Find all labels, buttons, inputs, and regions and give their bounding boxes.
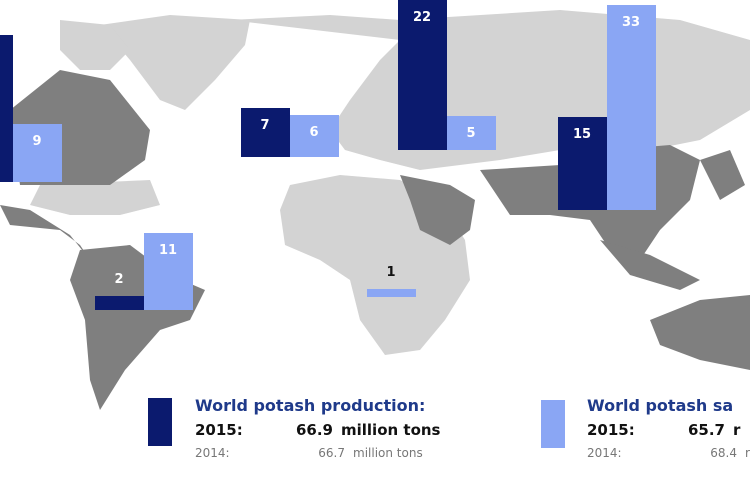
bar-label-sales-north-america: 9 (32, 133, 42, 149)
bar-sales-asia (607, 5, 656, 210)
value: 68.4 (710, 446, 737, 460)
bar-sales-russia (447, 116, 496, 150)
unit: r (733, 421, 741, 439)
bar-label-sales-asia: 33 (621, 15, 641, 31)
unit: million tons (341, 421, 441, 439)
legend-title-sales: World potash sa (587, 396, 734, 415)
bar-sales-south-america (144, 233, 193, 310)
value: 66.9 (295, 421, 333, 439)
bar-label-sales-africa: 1 (386, 265, 396, 280)
unit: r (745, 446, 750, 460)
year-label: 2014: (195, 446, 230, 460)
bar-production-south-america (95, 296, 144, 310)
legend-production-2015: 2015: 66.9 million tons (195, 421, 441, 439)
bar-label-sales-western-europe: 6 (309, 125, 319, 140)
year-label: 2015: (587, 421, 635, 439)
bar-production-asia (558, 117, 607, 210)
bar-production-north-america (0, 35, 13, 182)
bar-label-production-russia: 22 (412, 10, 432, 26)
legend-sales-2015: 2015: 65.7 r (587, 421, 740, 439)
legend-production-2014: 2014: 66.7 million tons (195, 446, 423, 460)
legend-swatch-sales (541, 400, 565, 448)
bar-label-production-western-europe: 7 (260, 118, 270, 133)
value: 65.7 (687, 421, 725, 439)
bar-sales-africa (367, 289, 416, 297)
value: 66.7 (318, 446, 345, 460)
legend-title-production: World potash production: (195, 396, 426, 415)
bar-production-russia (398, 0, 447, 150)
legend-sales-2014: 2014: 68.4 r (587, 446, 750, 460)
bar-label-sales-south-america: 11 (158, 243, 178, 258)
bar-label-production-asia: 15 (572, 127, 592, 142)
bar-sales-western-europe (290, 115, 339, 157)
legend-swatch-production (148, 398, 172, 446)
bar-production-western-europe (241, 108, 290, 157)
year-label: 2014: (587, 446, 622, 460)
unit: million tons (353, 446, 423, 460)
year-label: 2015: (195, 421, 243, 439)
bar-label-production-south-america: 2 (114, 272, 124, 287)
bar-sales-north-america (13, 123, 62, 182)
bar-label-sales-russia: 5 (466, 126, 476, 141)
